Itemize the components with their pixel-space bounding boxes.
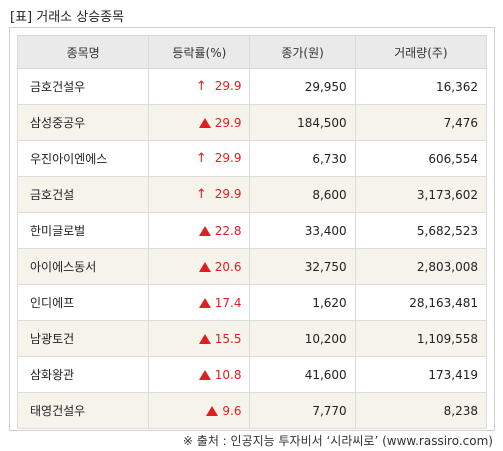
table-row: 삼성중공우 29.9 184,500 7,476	[16, 104, 488, 141]
table-row: 금호건설 ↑ 29.9 8,600 3,173,602	[16, 176, 488, 213]
up-arrow-icon: ↑	[195, 187, 207, 202]
stock-name: 금호건설	[16, 176, 150, 213]
table-row: 인디에프 17.4 1,620 28,163,481	[16, 284, 488, 321]
close-price: 32,750	[249, 248, 356, 285]
stock-name: 아이에스동서	[16, 248, 150, 285]
volume: 28,163,481	[354, 284, 488, 321]
col-header-volume: 거래량(주)	[354, 35, 488, 69]
stock-name: 삼성중공우	[16, 104, 150, 141]
up-triangle-icon	[198, 261, 211, 272]
change-rate-cell: 20.6	[148, 248, 251, 285]
change-rate-cell: 22.8	[148, 212, 251, 249]
table-title: [표] 거래소 상승종목	[10, 10, 125, 25]
up-arrow-icon: ↑	[195, 79, 207, 94]
change-rate-cell: 9.6	[148, 392, 251, 429]
change-rate-cell: ↑ 29.9	[148, 68, 251, 105]
close-price: 1,620	[249, 284, 356, 321]
up-triangle-icon	[198, 369, 211, 380]
table-row: 태영건설우 9.6 7,770 8,238	[16, 392, 488, 429]
volume: 16,362	[354, 68, 488, 105]
header-row: 종목명 등락률(%) 종가(원) 거래량(주)	[16, 35, 488, 69]
table-row: 남광토건 15.5 10,200 1,109,558	[16, 320, 488, 357]
stock-table: 종목명 등락률(%) 종가(원) 거래량(주) 금호건설우 ↑ 29.9 29,950…	[16, 35, 488, 429]
volume: 3,173,602	[354, 176, 488, 213]
change-rate: 15.5	[214, 331, 242, 346]
stock-name: 우진아이엔에스	[16, 140, 150, 177]
close-price: 41,600	[249, 356, 356, 393]
change-rate: 29.9	[214, 115, 242, 130]
volume: 8,238	[354, 392, 488, 429]
change-rate: 22.8	[214, 223, 242, 238]
table-row: 우진아이엔에스 ↑ 29.9 6,730 606,554	[16, 140, 488, 177]
volume: 173,419	[354, 356, 488, 393]
up-triangle-icon	[198, 333, 211, 344]
change-rate-cell: 29.9	[148, 104, 251, 141]
up-triangle-icon	[206, 405, 219, 416]
col-header-close: 종가(원)	[249, 35, 356, 69]
stock-name: 남광토건	[16, 320, 150, 357]
close-price: 8,600	[249, 176, 356, 213]
col-header-rate: 등락률(%)	[148, 35, 251, 69]
change-rate-cell: 15.5	[148, 320, 251, 357]
source-note: ※ 출처 : 인공지능 투자비서 ‘시라씨로’ (www.rassiro.com…	[182, 434, 493, 448]
volume: 1,109,558	[354, 320, 488, 357]
table-row: 삼화왕관 10.8 41,600 173,419	[16, 356, 488, 393]
change-rate: 17.4	[214, 295, 242, 310]
change-rate: 29.9	[214, 187, 242, 201]
change-rate-cell: ↑ 29.9	[148, 140, 251, 177]
volume: 606,554	[354, 140, 488, 177]
volume: 2,803,008	[354, 248, 488, 285]
change-rate: 29.9	[214, 79, 242, 93]
up-arrow-icon: ↑	[195, 151, 207, 166]
volume: 5,682,523	[354, 212, 488, 249]
change-rate: 9.6	[222, 403, 242, 418]
change-rate-cell: ↑ 29.9	[148, 176, 251, 213]
volume: 7,476	[354, 104, 488, 141]
table-row: 아이에스동서 20.6 32,750 2,803,008	[16, 248, 488, 285]
change-rate-cell: 10.8	[148, 356, 251, 393]
change-rate: 29.9	[214, 151, 242, 165]
close-price: 7,770	[249, 392, 356, 429]
up-triangle-icon	[198, 117, 211, 128]
stock-name: 금호건설우	[16, 68, 150, 105]
close-price: 29,950	[249, 68, 356, 105]
change-rate: 20.6	[214, 259, 242, 274]
close-price: 184,500	[249, 104, 356, 141]
stock-name: 태영건설우	[16, 392, 150, 429]
change-rate-cell: 17.4	[148, 284, 251, 321]
close-price: 33,400	[249, 212, 356, 249]
up-triangle-icon	[198, 297, 211, 308]
table-row: 한미글로벌 22.8 33,400 5,682,523	[16, 212, 488, 249]
table-row: 금호건설우 ↑ 29.9 29,950 16,362	[16, 68, 488, 105]
close-price: 10,200	[249, 320, 356, 357]
stock-name: 삼화왕관	[16, 356, 150, 393]
stock-name: 한미글로벌	[16, 212, 150, 249]
table-frame: 종목명 등락률(%) 종가(원) 거래량(주) 금호건설우 ↑ 29.9 29,950…	[9, 27, 495, 431]
close-price: 6,730	[249, 140, 356, 177]
up-triangle-icon	[198, 225, 211, 236]
col-header-name: 종목명	[16, 35, 150, 69]
change-rate: 10.8	[214, 367, 242, 382]
stock-name: 인디에프	[16, 284, 150, 321]
